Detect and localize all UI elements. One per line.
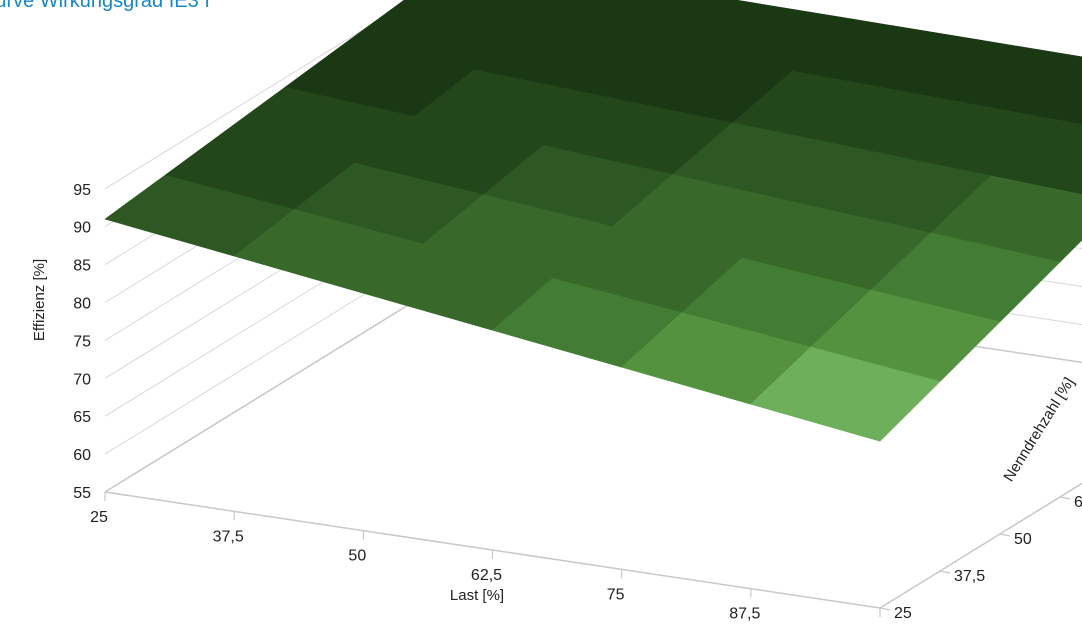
z-tick-label-55: 55 — [73, 485, 91, 502]
z-tick-label-95: 95 — [73, 182, 91, 199]
y-tick-label-25: 25 — [894, 605, 912, 622]
z-tick-label-65: 65 — [73, 409, 91, 426]
y-tick-mark-25 — [879, 607, 891, 611]
z-tick-label-75: 75 — [73, 333, 91, 350]
z-tick-label-60: 60 — [73, 447, 91, 464]
x-tick-label-62,5: 62,5 — [471, 567, 502, 584]
z-axis-title: Effizienz [%] — [31, 259, 48, 341]
y-tick-mark-37,5 — [939, 570, 951, 574]
y-tick-label-37,5: 37,5 — [954, 568, 985, 585]
x-tick-label-87,5: 87,5 — [729, 606, 760, 623]
z-tick-label-80: 80 — [73, 296, 91, 313]
x-tick-label-25: 25 — [90, 509, 108, 526]
x-axis-title: Last [%] — [450, 587, 504, 604]
surface-plot — [104, 0, 1082, 442]
z-tick-label-90: 90 — [73, 220, 91, 237]
y-tick-label-62,5: 62,5 — [1074, 494, 1082, 511]
surface-cell-5 — [1050, 88, 1082, 125]
y-tick-mark-50 — [999, 533, 1011, 537]
x-tick-label-37,5: 37,5 — [213, 528, 244, 545]
surface-cell-35 — [750, 346, 941, 442]
x-tick-label-75: 75 — [607, 586, 625, 603]
y-tick-mark-62,5 — [1059, 496, 1071, 500]
chart-title: Kurve Wirkungsgrad IE3 I — [0, 0, 210, 12]
z-tick-label-85: 85 — [73, 258, 91, 275]
left-floor-line — [104, 269, 466, 493]
x-tick-label-50: 50 — [348, 548, 366, 565]
tick-labels: 5560657075808590952537,55062,57587,51002… — [73, 182, 1082, 623]
z-tick-label-70: 70 — [73, 371, 91, 388]
y-axis-title: Nenndrehzahl [%] — [1000, 375, 1078, 485]
y-tick-label-50: 50 — [1014, 531, 1032, 548]
